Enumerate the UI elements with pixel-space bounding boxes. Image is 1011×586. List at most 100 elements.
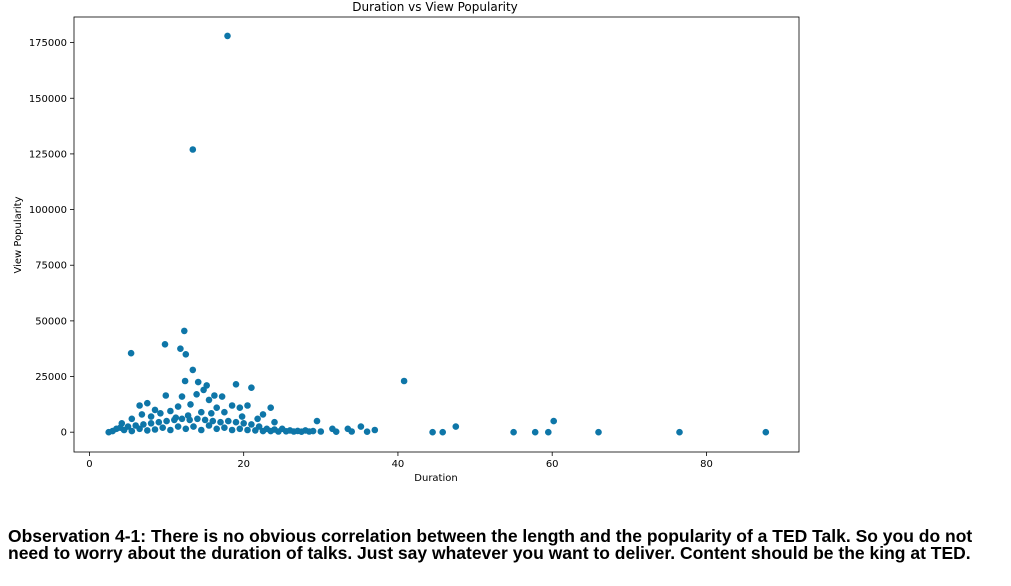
data-point-78 [201,416,209,424]
data-point-61 [136,425,143,433]
data-point-17 [162,392,170,399]
data-point-34 [221,408,228,416]
data-point-106 [309,427,317,435]
data-point-41 [271,418,278,426]
data-point-70 [171,416,178,424]
data-point-75 [190,423,197,430]
data-point-112 [439,428,447,436]
scatter-chart: Duration vs View Popularity 0 20 40 60 80 0 2… [13,0,800,484]
data-point-107 [317,428,325,435]
data-point-42 [238,413,246,420]
y-tick-label-0: 0 [61,428,67,439]
x-tick-label-3: 60 [546,459,559,470]
x-tick-label-4: 80 [700,459,713,470]
data-point-89 [244,426,251,434]
data-point-9 [194,378,202,386]
data-point-35 [138,411,146,418]
data-point-8 [181,377,189,385]
data-point-39 [208,410,215,417]
data-point-62 [140,421,147,428]
data-point-69 [167,426,174,434]
data-point-83 [221,424,228,432]
data-point-0 [224,32,231,40]
data-point-77 [198,426,205,434]
data-point-59 [128,427,136,435]
data-point-44 [147,413,155,420]
data-points [105,32,770,436]
data-point-45 [400,377,408,385]
y-tick-label-2: 50000 [35,316,67,327]
data-point-73 [182,425,190,433]
data-point-87 [236,425,244,433]
x-axis-label: Duration [414,473,457,484]
data-point-2 [181,327,188,335]
data-point-16 [178,393,186,400]
y-tick-label-5: 125000 [29,149,67,160]
data-point-31 [167,407,174,415]
data-point-33 [259,411,267,418]
y-tick-label-7: 175000 [29,38,67,49]
data-point-111 [429,428,436,436]
y-axis-ticks: 0 25000 50000 75000 100000 125000 150000 175000 [29,38,74,439]
data-point-63 [144,427,151,434]
y-axis-label: View Popularity [13,196,24,273]
chart-title: Duration vs View Popularity [352,0,518,14]
data-point-65 [151,426,159,433]
data-point-108 [332,428,340,436]
data-point-110 [363,428,371,436]
data-point-7 [189,366,197,374]
data-point-76 [194,415,201,423]
data-point-115 [545,428,552,436]
data-point-32 [198,408,205,416]
data-point-84 [225,417,232,425]
data-point-109 [348,428,356,435]
data-point-3 [161,341,169,348]
y-tick-label-1: 25000 [35,372,67,383]
x-tick-label-1: 20 [237,459,250,470]
data-point-68 [163,417,170,425]
data-point-14 [211,392,218,399]
data-point-64 [147,420,155,427]
x-tick-label-2: 40 [392,459,405,470]
data-point-24 [136,402,143,409]
data-point-82 [217,418,224,426]
data-point-23 [144,399,151,407]
data-point-22 [267,404,275,412]
y-tick-label-4: 100000 [29,205,67,216]
data-point-79 [205,422,213,429]
data-point-29 [151,406,159,414]
data-point-11 [232,381,240,388]
data-point-118 [762,428,770,436]
data-point-116 [595,428,602,436]
data-point-13 [200,386,207,394]
x-tick-label-0: 0 [86,459,92,470]
data-point-19 [205,396,213,404]
observation-text: Observation 4-1: There is no obvious cor… [8,526,973,563]
data-point-86 [232,418,240,426]
data-point-66 [155,418,163,426]
data-point-27 [213,404,220,412]
x-axis-ticks: 0 20 40 60 80 [86,452,713,470]
y-tick-label-6: 150000 [29,94,67,105]
data-point-51 [357,423,365,430]
data-point-88 [240,420,247,427]
data-point-92 [255,423,263,430]
data-point-28 [236,404,244,412]
data-point-40 [254,415,261,423]
data-point-48 [550,417,557,425]
data-point-58 [124,423,132,430]
data-point-52 [371,426,379,434]
data-point-80 [209,417,217,425]
data-point-25 [174,403,182,410]
data-point-21 [244,402,251,409]
data-point-113 [510,428,517,436]
plot-area [73,16,800,453]
data-point-114 [531,428,539,436]
data-point-36 [128,415,136,423]
data-point-81 [213,425,220,433]
data-point-15 [218,393,226,400]
data-point-5 [127,349,135,357]
data-point-74 [186,416,193,424]
chart-svg: Duration vs View Popularity 0 20 40 60 80 0 2… [13,0,800,484]
data-point-90 [248,421,255,428]
